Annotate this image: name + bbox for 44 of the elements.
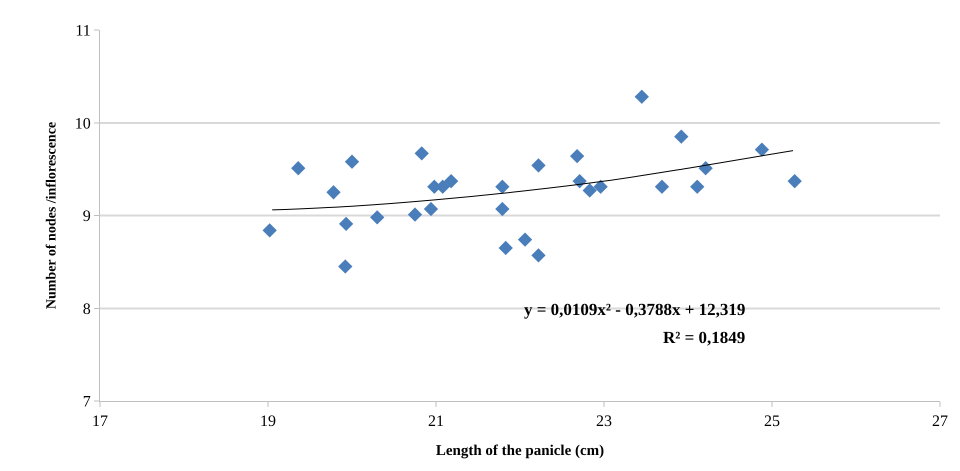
x-tick-label: 25	[764, 413, 780, 430]
point	[531, 248, 546, 263]
point	[495, 202, 510, 216]
x-tick-label: 19	[260, 413, 276, 430]
point	[338, 259, 352, 274]
point	[495, 180, 510, 194]
point	[634, 90, 649, 104]
y-tick-label: 11	[75, 22, 91, 40]
point	[344, 154, 360, 169]
point	[408, 207, 422, 222]
point	[262, 223, 277, 238]
line-series	[272, 150, 794, 210]
point	[788, 174, 802, 188]
point	[582, 183, 597, 198]
y-tick-label: 7	[82, 394, 91, 411]
point	[444, 174, 458, 188]
y-tick-label: 9	[82, 208, 91, 226]
x-axis-title: Length of the panicle (cm)	[436, 443, 604, 460]
x-tick-label: 21	[428, 413, 444, 430]
point	[518, 232, 532, 247]
y-tick-label: 10	[74, 115, 91, 132]
point	[570, 148, 584, 164]
point	[531, 158, 546, 173]
y-tick-label: 8	[82, 300, 91, 318]
x-tick-label: 27	[932, 413, 948, 430]
point	[326, 185, 341, 200]
x-tick-label: 23	[596, 413, 612, 430]
point	[572, 174, 587, 188]
point	[754, 142, 770, 157]
point	[424, 202, 438, 216]
point	[291, 161, 306, 176]
point	[414, 146, 429, 161]
point	[498, 240, 513, 256]
annotation: R² = 0,1849	[663, 328, 746, 347]
point	[370, 210, 384, 224]
x-tick-label: 17	[92, 413, 108, 430]
y-axis-title: Number of nodes /inflorescence	[44, 122, 60, 310]
point	[338, 216, 354, 231]
annotation: y = 0,0109x² - 0,3788x + 12,319	[524, 300, 746, 319]
point	[593, 180, 608, 194]
point	[698, 161, 713, 176]
point	[690, 180, 704, 194]
point	[654, 180, 670, 194]
point	[674, 130, 688, 144]
